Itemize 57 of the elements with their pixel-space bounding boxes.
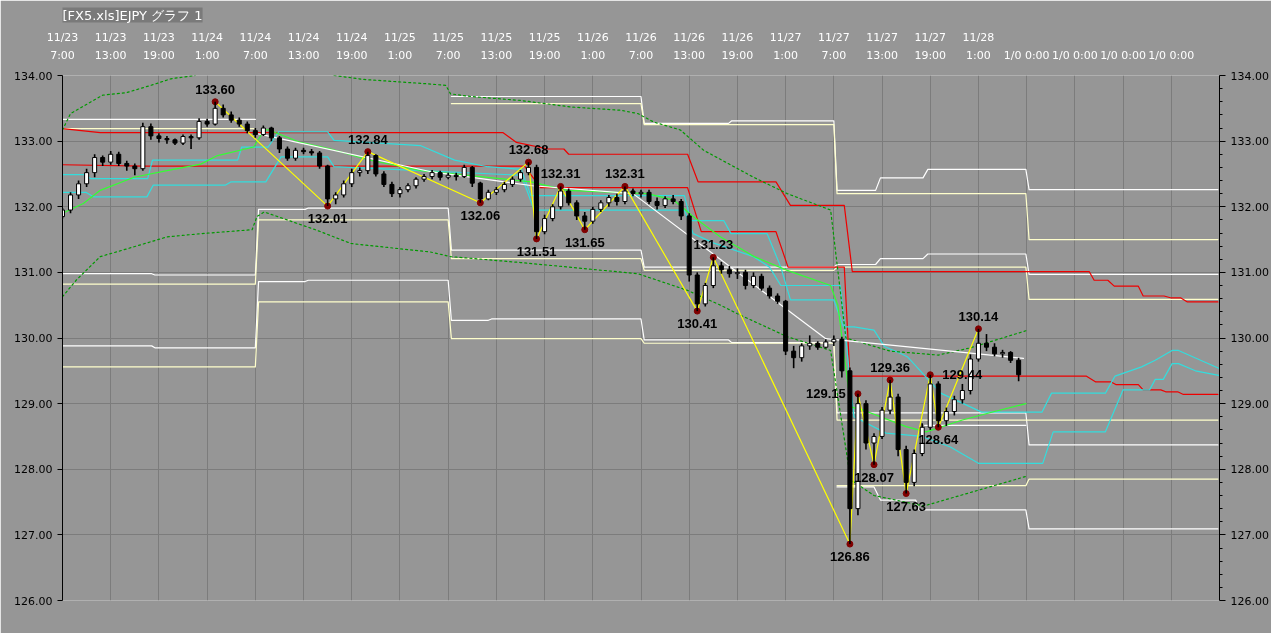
x-tick-label: 11/25 1:00 [384, 30, 416, 62]
x-tick-label: 11/27 1:00 [769, 30, 802, 62]
y2-tick-label: 133.00 [1230, 135, 1269, 149]
data-label: 132.01 [307, 211, 348, 227]
x-tick-label: 11/25 13:00 [480, 30, 513, 62]
y2-tick-label: 132.00 [1230, 200, 1269, 214]
y2-tick-label: 134.00 [1230, 69, 1269, 83]
data-label: 132.31 [605, 166, 645, 182]
x-tick-label: 1/0 0:00 [1148, 48, 1195, 62]
y2-tick-label: 127.00 [1230, 528, 1269, 542]
data-label: 131.51 [516, 243, 557, 259]
data-label: 129.36 [870, 360, 910, 375]
x-tick-label: 11/28 1:00 [962, 30, 995, 62]
x-tick-label: 1/0 0:00 [1100, 48, 1147, 62]
data-label: 126.86 [830, 549, 870, 565]
y-tick-label: 133.00 [14, 135, 53, 149]
y2-tick-label: 130.00 [1230, 332, 1269, 345]
x-tick-label: 11/26 13:00 [673, 30, 706, 62]
y-tick-label: 127.00 [14, 528, 53, 542]
data-label: 132.31 [540, 166, 581, 182]
data-label: 130.14 [958, 308, 1000, 324]
y2-tick-label: 129.00 [1230, 397, 1269, 411]
x-tick-label: 11/25 7:00 [432, 30, 465, 62]
x-tick-label: 11/26 19:00 [721, 30, 754, 62]
data-label: 131.65 [564, 234, 605, 250]
chart-title: [FX5.xls]EJPY グラフ 1 [62, 7, 203, 23]
x-tick-label: 11/27 19:00 [914, 30, 947, 62]
x-tick-label: 11/24 19:00 [335, 30, 368, 62]
x-tick-label: 11/26 7:00 [625, 30, 657, 62]
y2-tick-label: 126.00 [1230, 594, 1269, 608]
x-tick-label: 1/0 0:00 [1051, 48, 1098, 62]
x-tick-label: 11/25 19:00 [528, 30, 561, 62]
x-tick-label: 11/24 13:00 [287, 30, 320, 62]
x-tick-label: 11/23 19:00 [143, 30, 175, 62]
x-tick-label: 11/23 7:00 [46, 30, 79, 62]
x-tick-label: 11/26 1:00 [576, 30, 609, 62]
y-tick-label: 129.00 [14, 397, 53, 411]
data-label: 130.41 [677, 316, 718, 332]
x-tick-label: 11/27 7:00 [817, 30, 850, 62]
y-tick-label: 128.00 [14, 463, 53, 477]
y-tick-label: 130.00 [14, 332, 53, 345]
y-tick-label: 131.00 [14, 266, 53, 280]
data-label: 132.84 [347, 131, 389, 147]
x-tick-label: 11/27 13:00 [866, 30, 898, 62]
data-label: 127.63 [886, 498, 927, 514]
y2-tick-label: 128.00 [1230, 463, 1269, 477]
y-tick-label: 126.00 [14, 594, 53, 608]
x-tick-label: 11/24 1:00 [191, 30, 223, 62]
y-tick-label: 134.00 [14, 69, 53, 83]
y2-tick-label: 131.00 [1230, 266, 1269, 280]
x-tick-label: 11/23 13:00 [94, 30, 127, 62]
y-tick-label: 132.00 [14, 200, 53, 214]
data-label: 132.06 [460, 207, 501, 223]
data-label: 133.60 [195, 81, 236, 97]
x-tick-label: 11/24 7:00 [239, 30, 272, 62]
data-label: 132.68 [508, 142, 549, 158]
x-tick-label: 1/0 0:00 [1003, 48, 1050, 62]
